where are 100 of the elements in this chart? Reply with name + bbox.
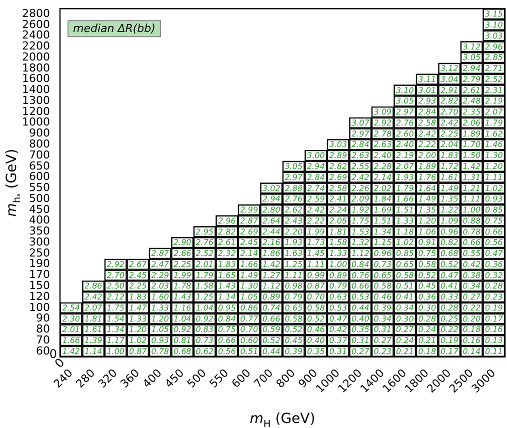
data-label: 0.95 [218,303,236,312]
data-label: 1.64 [418,184,436,193]
data-label: 2.69 [240,227,258,236]
data-label: 1.43 [173,292,192,302]
data-label: 2.58 [329,184,348,193]
data-label: 0.66 [262,314,280,324]
data-label: 3.10 [484,20,503,30]
data-label: 0.34 [396,303,414,312]
y-tick-label: 2600 [22,18,50,31]
data-label: 2.54 [62,303,80,312]
data-label: 2.99 [240,206,258,215]
data-label: 0.63 [329,292,348,302]
x-tick-label: 800 [274,366,298,391]
data-label: 2.41 [329,194,348,204]
data-label: 1.35 [440,194,458,204]
data-label: 2.22 [418,140,436,150]
data-label: 0.65 [396,260,414,269]
data-label: 2.69 [329,172,348,182]
text: 0 [49,346,57,361]
data-label: 1.86 [262,249,280,258]
data-label: 3.12 [440,64,458,74]
x-tick-label: 600 [229,366,254,391]
data-label: 1.89 [418,162,436,171]
data-label: 0.18 [418,347,436,356]
data-label: 0.27 [462,292,482,302]
data-label: 2.97 [396,108,415,117]
data-label: 2.52 [484,74,503,84]
data-label: 1.89 [462,129,481,138]
data-label: 0.96 [440,227,458,236]
data-label: 2.93 [418,96,436,106]
data-label: 0.87 [128,347,148,356]
data-label: 0.11 [484,347,503,356]
data-label: 2.85 [484,53,503,62]
data-label: 0.77 [240,314,259,324]
y-tick-label: 550 [28,181,50,194]
data-label: 0.20 [462,314,481,324]
data-label: 2.31 [484,86,503,95]
data-label: 1.32 [351,238,370,248]
data-label: 1.11 [484,172,503,182]
data-label: 0.31 [374,325,392,334]
data-label: 1.11 [462,194,481,204]
data-label: 2.88 [284,184,303,193]
data-label: 0.36 [418,292,436,302]
data-label: 2.87 [151,249,170,258]
data-label: 0.76 [351,270,370,280]
data-label: 0.23 [484,292,503,302]
data-label: 0.53 [351,292,370,302]
data-label: 0.19 [484,303,503,312]
y-tick-label: 120 [28,290,50,303]
data-label: 1.25 [284,260,303,269]
data-label: 2.07 [396,162,415,171]
data-label: 2.42 [84,292,102,302]
data-label: 1.79 [396,184,414,193]
data-label: 2.45 [128,270,147,280]
data-label: 1.83 [440,151,458,160]
data-label: 0.92 [173,325,192,334]
data-label: 1.43 [218,282,236,291]
y-tick-label: 1600 [22,72,50,86]
data-label: 2.61 [462,86,481,95]
data-label: 1.83 [128,292,147,302]
x-tick-label: 450 [162,366,187,391]
data-label: 0.89 [329,270,348,280]
data-label: 0.66 [462,238,481,248]
y-tick-label: 1200 [22,104,50,118]
data-label: 1.84 [374,194,392,204]
data-label: 1.11 [284,270,303,280]
data-label: 1.04 [173,314,192,324]
data-label: 0.79 [329,282,348,291]
data-label: 2.02 [374,184,392,193]
data-label: 0.79 [284,292,303,302]
data-label: 2.40 [396,140,414,150]
data-label: 1.30 [484,151,503,160]
data-label: 0.28 [418,314,436,324]
data-label: 0.84 [218,314,236,324]
data-label: 3.12 [462,42,481,52]
data-label: 0.75 [218,325,236,334]
data-label: 1.42 [462,162,481,171]
data-label: 0.40 [306,336,325,346]
data-label: 2.28 [374,162,392,171]
data-label: 0.98 [284,282,303,291]
data-label: 1.47 [128,303,148,312]
data-label: 1.50 [462,151,481,160]
data-label: 0.34 [374,314,392,324]
data-label: 1.45 [306,249,325,258]
data-label: 3.03 [484,31,503,40]
data-label: 1.73 [306,238,325,248]
data-label: 1.62 [484,129,503,138]
data-label: 3.05 [462,53,481,62]
data-label: 0.70 [306,292,325,302]
data-label: 2.71 [484,64,503,74]
y-axis-title: mhₛ (GeV) [4,148,24,217]
data-label: 1.99 [173,270,192,280]
data-label: 0.42 [462,260,481,269]
data-label: 2.84 [351,140,370,150]
data-label: 0.47 [440,270,460,280]
data-label: 1.21 [462,184,481,193]
y-tick-label: 190 [28,257,50,270]
data-label: 1.33 [128,314,147,324]
data-label: 0.35 [306,347,325,356]
data-label: 1.11 [306,260,325,269]
